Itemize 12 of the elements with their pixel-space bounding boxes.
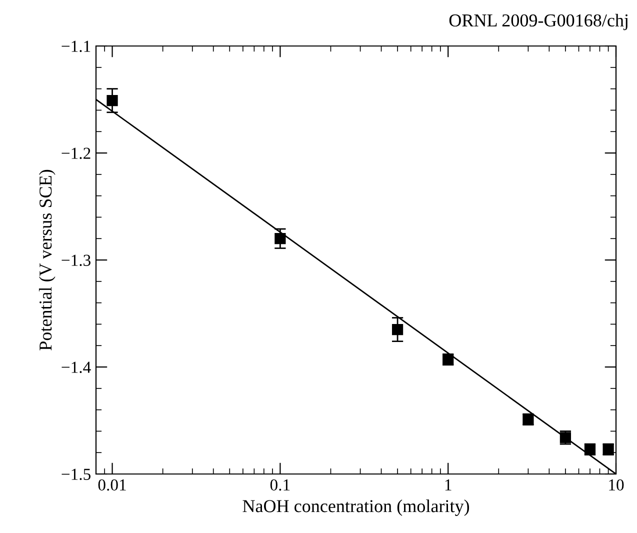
y-axis-title: Potential (V versus SCE) bbox=[38, 170, 56, 350]
y-tick-label: −1.1 bbox=[62, 40, 90, 52]
y-tick-label: −1.5 bbox=[62, 468, 90, 480]
x-tick-label: 10 bbox=[609, 479, 624, 491]
x-axis-title: NaOH concentration (molarity) bbox=[242, 500, 470, 516]
text: ORNL 2009-G00168/chj bbox=[449, 14, 628, 30]
y-tick-label: −1.3 bbox=[62, 254, 90, 266]
x-tick-label: 0.1 bbox=[270, 479, 290, 491]
x-tick-label: 1 bbox=[445, 479, 452, 490]
x-tick-label: 0.01 bbox=[98, 479, 126, 491]
y-tick-label: −1.2 bbox=[62, 148, 90, 160]
y-tick-label: −1.4 bbox=[62, 362, 91, 374]
